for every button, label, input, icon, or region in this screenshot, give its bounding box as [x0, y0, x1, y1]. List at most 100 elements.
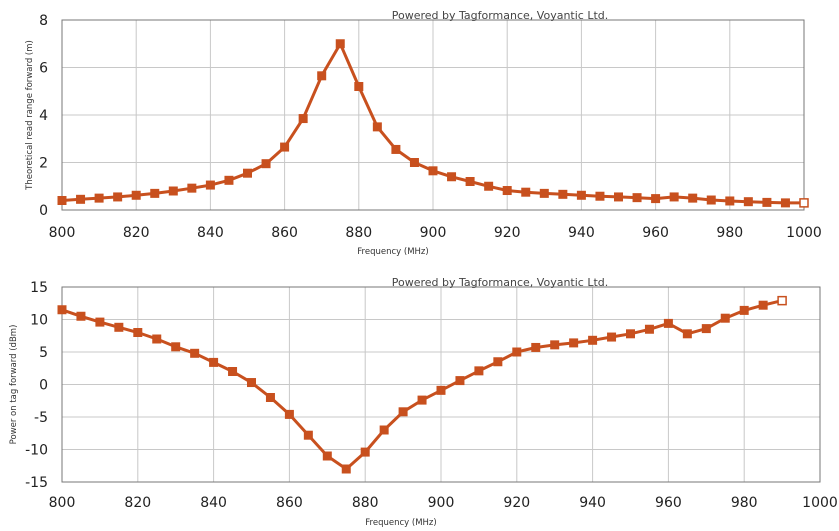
tag-power-data-point: [398, 407, 408, 417]
read-range-data-point: [706, 195, 716, 205]
tag-power-data-point: [76, 311, 86, 321]
read-range-data-point: [484, 181, 494, 191]
tag-power-data-point: [133, 328, 143, 337]
read-range-plot-frame: [61, 19, 805, 211]
read-range-data-point: [521, 187, 531, 197]
read-range-data-point: [614, 192, 623, 202]
tag-power-data-point: [228, 367, 238, 376]
tag-power-y-tick-label: 15: [30, 280, 48, 296]
tag-power-data-point: [626, 329, 635, 339]
tag-power-data-point: [360, 447, 370, 457]
read-range-data-point: [57, 196, 67, 205]
tag-power-x-tick-label: 840: [200, 495, 227, 511]
tag-power-data-point: [379, 425, 389, 435]
read-range-data-point: [743, 197, 753, 207]
tag-power-data-point: [114, 322, 124, 332]
read-range-data-point: [150, 188, 160, 198]
tag-power-data-point: [588, 335, 598, 345]
read-range-data-point: [558, 189, 568, 199]
read-range-data-point: [780, 198, 790, 208]
read-range-x-tick-label: 900: [420, 225, 447, 241]
read-range-y-tick-label: 2: [39, 156, 48, 172]
tag-power-x-tick-label: 960: [655, 495, 682, 511]
read-range-x-tick-label: 960: [642, 225, 669, 241]
read-range-y-tick-label: 4: [39, 108, 48, 124]
tag-power-x-axis-title: Frequency (MHz): [365, 518, 436, 528]
read-range-data-point: [187, 183, 197, 193]
read-range-y-ticks: 0 2 4 6 8: [39, 13, 48, 219]
read-range-data-point: [168, 186, 178, 196]
read-range-x-tick-label: 880: [345, 225, 372, 241]
tag-power-x-tick-label: 920: [503, 495, 530, 511]
read-range-data-point: [632, 193, 642, 203]
read-range-data-point: [447, 172, 457, 182]
tag-power-data-point: [322, 451, 332, 461]
tag-power-chart: Powered by Tagformance, Voyantic Ltd. 80…: [9, 276, 838, 528]
read-range-data-point: [224, 175, 234, 185]
tag-power-data-point: [247, 378, 256, 388]
read-range-x-tick-label: 820: [123, 225, 150, 241]
tag-power-data-point: [531, 342, 541, 352]
tag-power-data-point: [682, 329, 692, 339]
tag-power-data-point: [701, 324, 711, 334]
tag-power-series: [57, 295, 787, 474]
tag-power-y-tick-label: 5: [39, 345, 48, 361]
read-range-grid: [61, 19, 805, 211]
tag-power-data-point: [152, 334, 162, 344]
tag-power-data-point: [739, 305, 749, 315]
tag-power-data-point: [303, 430, 313, 440]
read-range-x-tick-label: 840: [197, 225, 224, 241]
read-range-data-point: [428, 166, 438, 176]
tag-power-x-tick-label: 980: [731, 495, 758, 511]
tag-power-x-tick-label: 820: [124, 495, 151, 511]
read-range-data-point: [76, 194, 86, 204]
read-range-watermark: Powered by Tagformance, Voyantic Ltd.: [392, 9, 609, 22]
read-range-data-point: [762, 197, 772, 207]
read-range-data-point: [243, 168, 252, 178]
read-range-x-tick-label: 800: [49, 225, 76, 241]
tag-power-data-point: [777, 295, 787, 306]
tag-power-data-point: [569, 338, 579, 348]
tag-power-data-point: [171, 342, 181, 352]
read-range-data-point: [113, 192, 123, 202]
tag-power-watermark: Powered by Tagformance, Voyantic Ltd.: [392, 276, 609, 289]
tag-power-plot-frame: [61, 286, 821, 483]
tag-power-data-point: [644, 324, 654, 334]
tag-power-data-point: [550, 340, 560, 350]
read-range-data-point: [465, 177, 475, 186]
tag-power-data-point: [436, 385, 446, 395]
tag-power-x-tick-label: 900: [428, 495, 455, 511]
read-range-series: [57, 39, 809, 208]
tag-power-x-tick-label: 1000: [802, 495, 838, 511]
tag-power-y-ticks: 15 10 5 0 -5 -10 -15: [25, 280, 48, 491]
tag-power-data-point: [265, 393, 275, 402]
read-range-y-axis-title: Theoretical read range forward (m): [25, 40, 35, 191]
tag-power-data-point: [455, 376, 465, 386]
tag-power-x-tick-label: 880: [352, 495, 379, 511]
tag-power-data-point: [758, 300, 768, 310]
read-range-data-point: [391, 144, 401, 154]
tag-power-data-point: [720, 313, 730, 323]
tag-power-data-point: [190, 348, 200, 358]
tag-power-y-tick-label: -5: [34, 410, 48, 426]
read-range-data-point: [539, 188, 549, 198]
tag-power-data-point: [57, 305, 67, 315]
read-range-x-ticks: 800 820 840 860 880 900 920 940 960 980 1000: [49, 225, 822, 241]
tag-power-data-point: [663, 318, 673, 328]
tag-power-data-point: [95, 317, 105, 327]
read-range-x-tick-label: 940: [568, 225, 595, 241]
read-range-data-point: [94, 193, 104, 203]
tag-power-data-point: [474, 366, 484, 376]
read-range-data-point: [409, 158, 419, 167]
read-range-x-axis-title: Frequency (MHz): [357, 247, 428, 257]
read-range-data-point: [595, 191, 605, 201]
read-range-data-point: [205, 180, 215, 190]
read-range-data-point: [372, 122, 382, 132]
tag-power-data-point: [417, 395, 427, 405]
read-range-data-point: [688, 193, 698, 203]
read-range-chart: Powered by Tagformance, Voyantic Ltd. 80…: [25, 9, 822, 257]
read-range-data-point: [298, 114, 308, 124]
read-range-data-point: [799, 198, 809, 208]
tag-power-y-tick-label: 0: [39, 378, 48, 394]
